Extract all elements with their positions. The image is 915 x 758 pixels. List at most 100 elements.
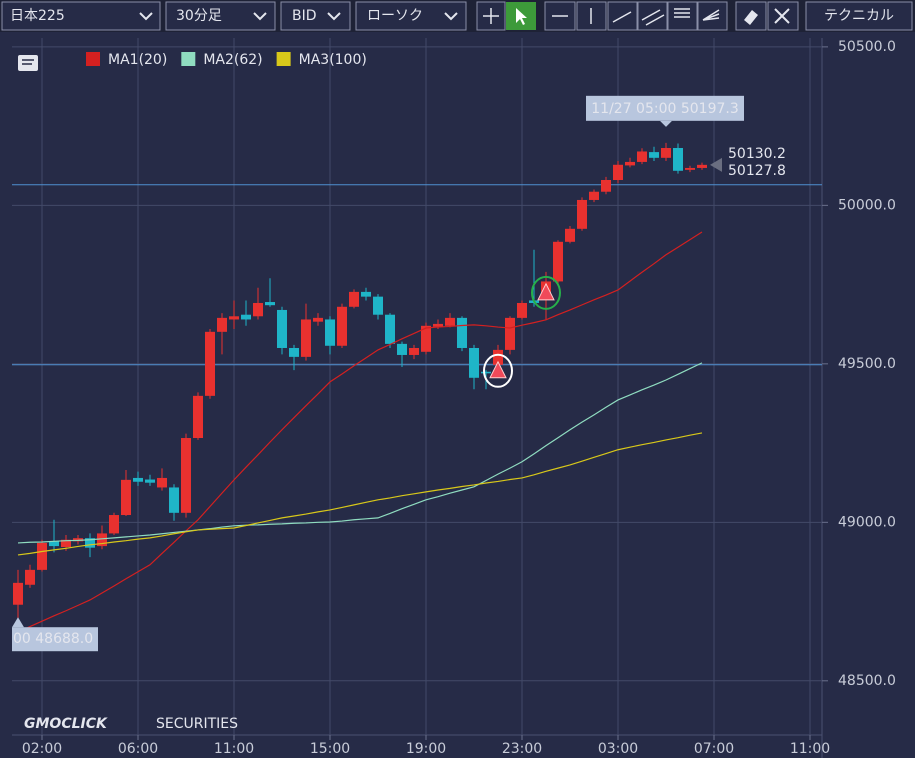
x-tick-label: 07:00 [694,741,734,757]
candle-body [25,569,35,585]
chevron [253,12,267,21]
candle-body [205,331,215,396]
candle-body [349,291,359,307]
candle-body [577,199,587,229]
delete-icon [774,8,790,24]
candle-body [193,395,203,439]
candle-body [241,314,251,320]
candle-body [469,347,479,378]
candle-body [265,302,275,306]
candle-body [217,317,227,332]
candle-body [613,164,623,180]
candle-body [169,487,179,513]
x-tick-label: 06:00 [118,741,158,757]
symbol: 日本225 [10,8,65,24]
signal-arrow [489,360,507,379]
crosshair-icon [483,8,499,24]
candle-body [685,167,695,170]
x-tick-label: 02:00 [22,741,62,757]
timeframe: 30分足 [176,8,222,24]
candle-body [157,477,167,488]
candle-body [301,319,311,357]
candle-body [49,541,59,547]
x-tick-label: 11:00 [214,741,254,757]
candle-body [589,191,599,200]
candle-body [601,179,611,192]
chevron [444,12,458,21]
candle-body [565,228,575,242]
logo-sub: SECURITIES [156,716,238,732]
ma-line [17,362,703,544]
candle-body [409,347,419,355]
fan-icon [702,9,720,21]
legend-label: MA3(100) [299,52,367,68]
candle-body [697,164,707,168]
candle-body [277,309,287,348]
candle-body [385,314,395,344]
ma-line [17,231,703,633]
candle-body [433,323,443,327]
technical-button[interactable] [805,1,913,31]
candle-body [181,438,191,513]
trendline-icon [612,11,632,23]
price-type: BID [292,8,317,24]
ask-price: 50130.2 [728,146,786,162]
candle-body [457,317,467,348]
candle-body [289,347,299,357]
y-tick-label: 48500.0 [838,673,896,689]
chevron [327,12,341,21]
plot: 48500.0 49000.0 49500.0 50000.0 50500.0 02:00… [12,38,896,757]
candle-body [61,539,71,548]
x-tick-label: 19:00 [406,741,446,757]
legend-swatch [86,52,100,66]
candle-body [673,147,683,171]
comment-icon[interactable] [18,55,38,71]
candle-body [421,325,431,352]
candle-body [637,151,647,162]
low-label: 00 48688.0 [13,631,93,647]
low-label-box [12,627,98,652]
y-tick-label: 50000.0 [838,197,896,213]
price-type-select[interactable] [280,1,351,31]
technical: テクニカル [824,8,894,24]
candle-body [481,371,491,374]
candle-body [445,317,455,326]
y-tick-label: 49000.0 [838,514,896,530]
x-tick-label: 03:00 [598,741,638,757]
candle-body [133,477,143,482]
fibo-retracement-button[interactable] [667,1,698,31]
candle-body [73,538,83,542]
candle-body [373,296,383,315]
x-tick-label: 15:00 [310,741,350,757]
candle-body [145,479,155,483]
candle-body [517,302,527,318]
candle-body [37,542,47,570]
candle-body [313,317,323,322]
comment-lines [22,59,34,65]
candle-body [109,515,119,534]
chevron [139,12,153,21]
signal-arrow [537,282,555,301]
y-tick-label: 49500.0 [838,356,896,372]
candle-body [85,538,95,548]
high-label: 11/27 05:00 50197.3 [591,101,739,117]
candle-body [661,147,671,158]
y-tick-label: 50500.0 [838,39,896,55]
x-tick-label: 11:00 [790,741,830,757]
candle-body [553,241,563,282]
pointer-icon [516,8,527,25]
candle-body [13,582,23,605]
signal-ring [483,353,513,388]
signal-ring [531,275,561,310]
candle-body [337,306,347,346]
legend-swatch [181,52,196,66]
candle-body [625,161,635,166]
candle-body [325,319,335,346]
candle-body [229,316,239,320]
candle-body [253,302,263,317]
x-tick-label: 23:00 [502,741,542,757]
logo: GMOCLICK [24,716,108,732]
symbol-select[interactable] [1,1,161,31]
candle-body [97,533,107,547]
